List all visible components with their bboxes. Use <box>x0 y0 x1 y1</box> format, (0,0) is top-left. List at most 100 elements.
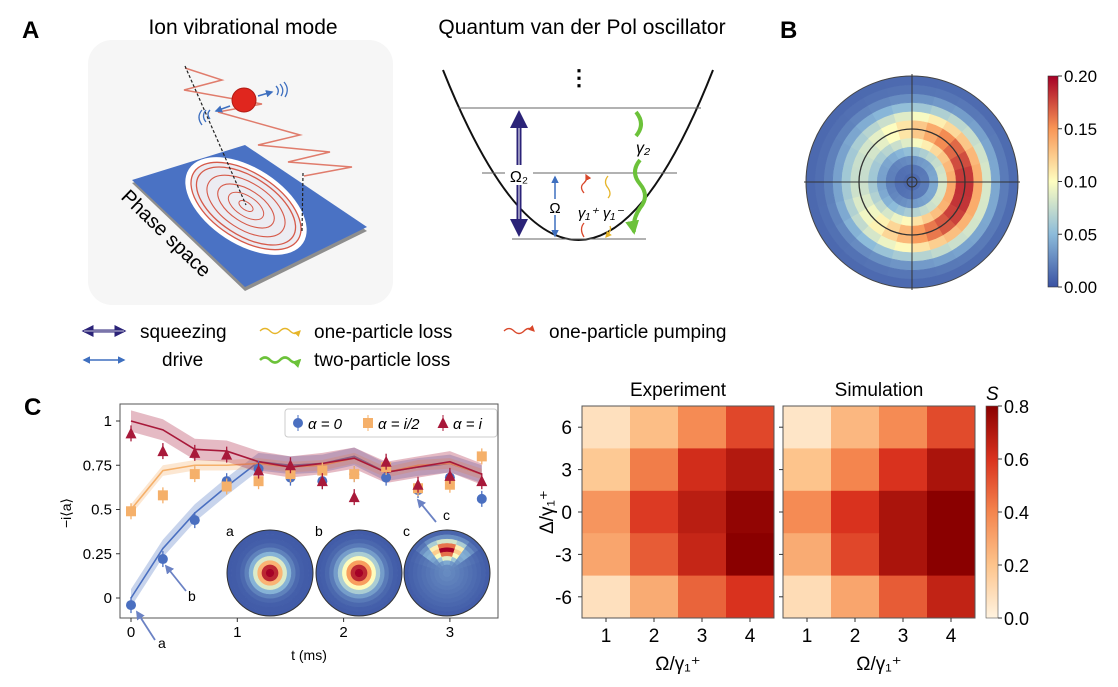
heatmap-cell <box>630 448 679 492</box>
legend-marker-square <box>363 418 373 428</box>
simulation-band <box>131 447 482 607</box>
data-point-square <box>476 451 487 462</box>
data-point-triangle <box>316 475 328 487</box>
colorbar-b <box>1047 75 1059 288</box>
heatmap-cell <box>582 448 631 492</box>
heatmap-cell <box>783 533 832 577</box>
heatmap-title: Experiment <box>630 380 727 401</box>
heatmap-cell <box>726 448 775 492</box>
data-point-square <box>189 469 200 480</box>
line-plot: 0 0.25 0.5 0.75 1 0 1 2 3 t (ms) −i⟨a⟩ α = 0 α = i/2… <box>58 403 499 663</box>
heatmap-cell <box>831 575 880 619</box>
heatmap-cell <box>783 448 832 492</box>
loss2-label: γ₂ <box>636 140 650 157</box>
inset-border <box>403 529 491 617</box>
heatmap-cell <box>879 490 928 534</box>
colorbar-tick-label: 0.10 <box>1064 173 1097 192</box>
data-point-square <box>317 465 328 476</box>
x-tick-label: 3 <box>697 626 708 647</box>
y-tick-label: 3 <box>561 461 572 482</box>
heatmap-cell <box>831 448 880 492</box>
heatmap-cell <box>783 490 832 534</box>
legend-squeezing: squeezing <box>140 322 227 343</box>
panel-label-a: A <box>22 17 39 44</box>
colorbar-tick-label: 0.00 <box>1064 278 1097 297</box>
y-tick-label: 6 <box>561 418 572 439</box>
colorbar-tick-label: 0.4 <box>1004 503 1029 523</box>
simulation-band <box>131 452 482 515</box>
simulation-line <box>130 420 483 475</box>
colorbar-tick-label: 0.0 <box>1004 609 1029 629</box>
colorbar-tick-label: 0.20 <box>1064 67 1097 86</box>
data-point-triangle <box>412 478 424 490</box>
x-tick-label: 1 <box>233 624 241 641</box>
heatmaps: Experiment 1 2 3 4 6 3 0 -3 -6 Ω/γ₁⁺ Simulation 1 2 3 4… <box>537 380 1029 675</box>
heatmap-cell <box>726 575 775 619</box>
ion-icon <box>231 87 257 113</box>
data-point-circle <box>476 493 487 504</box>
inset-border <box>226 529 314 617</box>
phase-space-distribution <box>805 75 1019 289</box>
heatmap-cell <box>831 490 880 534</box>
colorbar-b-ticks: 0.20 0.15 0.10 0.05 0.00 <box>1058 67 1097 297</box>
heatmap-cell <box>582 406 631 449</box>
heatmap-cell <box>582 533 631 577</box>
annotation-arrow <box>164 564 187 592</box>
x-tick-label: 2 <box>850 626 861 647</box>
data-point-triangle <box>221 448 233 460</box>
heatmap-cell <box>783 575 832 619</box>
heatmap-cell <box>630 490 679 534</box>
simulation-line <box>130 457 483 511</box>
vdp-diagram: ⋮ Ω₂ Ω γ₁⁺ γ₁⁻ γ₂ <box>442 65 714 240</box>
y-axis-label: Δ/γ₁⁺ <box>537 490 558 534</box>
heatmap-cell <box>927 490 976 534</box>
heatmap-cell <box>879 575 928 619</box>
data-point-square <box>285 469 296 480</box>
legend-label: α = i/2 <box>378 416 420 433</box>
heatmap-cell <box>927 575 976 619</box>
data-point-square <box>221 481 232 492</box>
heatmap-cell <box>678 406 727 449</box>
drive-label: Ω <box>549 200 560 217</box>
data-point-triangle <box>348 491 360 503</box>
ion-illustration: Phase space <box>88 40 393 305</box>
colorbar-tick-label: 0.15 <box>1064 120 1097 139</box>
heatmap-cell <box>630 533 679 577</box>
heatmap-cell <box>879 406 928 449</box>
heatmap-title: Simulation <box>835 380 924 401</box>
panel-label-b: B <box>780 17 797 44</box>
inset-distribution <box>226 529 314 617</box>
data-point-triangle <box>380 455 392 467</box>
distribution-cell <box>900 137 913 149</box>
inset-distribution <box>315 529 403 617</box>
heatmap-cell <box>879 533 928 577</box>
x-tick-label: 1 <box>601 626 612 647</box>
heatmap-cell <box>582 490 631 534</box>
legend-drive: drive <box>162 350 203 371</box>
data-point-circle <box>126 600 136 611</box>
legend-two-particle-loss: two-particle loss <box>314 350 450 371</box>
pump-label: γ₁⁺ <box>578 205 599 222</box>
loss1-arrow-icon <box>606 175 611 237</box>
vdp-title: Quantum van der Pol oscillator <box>438 16 725 39</box>
heatmap-cell <box>726 490 775 534</box>
data-point-square <box>253 476 264 487</box>
legend-one-particle-loss: one-particle loss <box>314 322 452 343</box>
x-tick-label: 1 <box>802 626 813 647</box>
inset-label: b <box>315 523 323 539</box>
y-tick-label: 0.5 <box>91 502 112 519</box>
data-point-circle <box>189 515 200 526</box>
heatmap-cell <box>831 406 880 449</box>
process-legend: squeezing drive one-particle loss two-pa… <box>81 322 726 371</box>
x-axis-label: Ω/γ₁⁺ <box>655 654 700 675</box>
data-point-triangle <box>157 445 169 457</box>
annotation-arrow <box>416 498 437 523</box>
colorbar-label: S <box>986 384 999 405</box>
simulation-band <box>131 410 482 485</box>
y-axis-label: −i⟨a⟩ <box>58 498 74 528</box>
data-point-triangle <box>476 475 488 487</box>
x-axis-label: Ω/γ₁⁺ <box>856 654 901 675</box>
x-tick-label: 3 <box>898 626 909 647</box>
heatmap-cell <box>678 533 727 577</box>
legend-marker-triangle <box>437 417 449 428</box>
